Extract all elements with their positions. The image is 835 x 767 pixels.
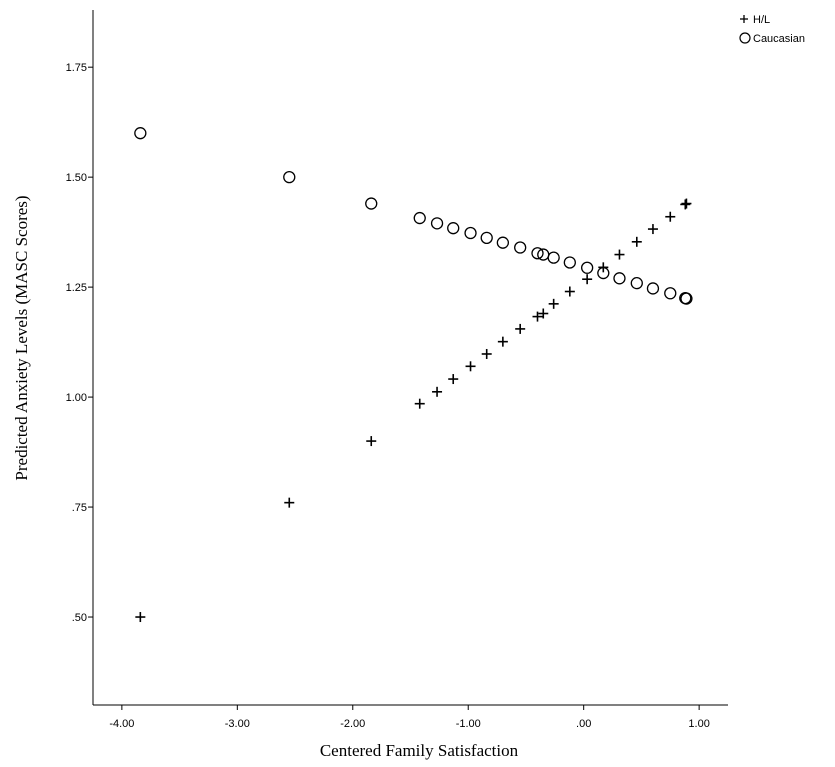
y-axis-ticks: .50 .75 1.00 1.25 1.50 1.75 xyxy=(66,62,93,624)
series-h-l xyxy=(135,198,692,623)
data-point-caucasian xyxy=(514,241,527,254)
data-point-caucasian xyxy=(613,272,626,285)
x-tick-label: .00 xyxy=(576,718,591,730)
y-tick-label: .50 xyxy=(72,612,87,624)
series-layer xyxy=(134,127,693,623)
x-axis-title: Centered Family Satisfaction xyxy=(320,741,519,760)
legend-item-hl: H/L xyxy=(740,14,770,26)
data-point-caucasian xyxy=(531,247,544,260)
data-point-h-l xyxy=(647,224,658,235)
data-point-caucasian xyxy=(580,261,594,274)
data-point-h-l xyxy=(532,311,543,322)
data-point-h-l xyxy=(481,348,492,359)
data-point-caucasian xyxy=(134,127,147,140)
legend-label-caucasian: Caucasian xyxy=(753,33,805,45)
data-point-caucasian xyxy=(597,266,610,280)
data-point-caucasian xyxy=(464,226,477,240)
data-point-h-l xyxy=(548,298,559,309)
legend: H/L Caucasian xyxy=(739,14,805,45)
data-point-h-l xyxy=(465,361,476,372)
x-tick-label: -4.00 xyxy=(109,718,134,730)
legend-item-caucasian: Caucasian xyxy=(739,32,805,45)
data-point-caucasian xyxy=(283,171,296,184)
data-point-caucasian xyxy=(547,251,560,264)
plot-area xyxy=(92,10,728,706)
y-tick-label: 1.00 xyxy=(66,392,87,404)
y-axis-title: Predicted Anxiety Levels (MASC Scores) xyxy=(12,195,31,480)
series-caucasian xyxy=(134,127,693,305)
data-point-caucasian xyxy=(680,292,693,305)
legend-label-hl: H/L xyxy=(753,14,770,26)
data-point-h-l xyxy=(681,198,692,209)
data-point-h-l xyxy=(366,436,377,447)
y-tick-label: 1.25 xyxy=(66,282,87,294)
circle-marker-icon xyxy=(739,32,751,44)
data-point-h-l xyxy=(515,323,526,334)
data-point-h-l xyxy=(135,612,146,623)
data-point-h-l xyxy=(414,398,425,409)
data-point-caucasian xyxy=(413,211,426,225)
data-point-h-l xyxy=(538,308,549,319)
y-tick-label: 1.50 xyxy=(66,172,87,184)
data-point-h-l xyxy=(631,236,642,247)
data-point-h-l xyxy=(665,211,676,222)
data-point-h-l xyxy=(582,274,593,285)
plus-marker-icon xyxy=(740,15,748,23)
data-point-caucasian xyxy=(480,231,493,245)
y-tick-label: 1.75 xyxy=(66,62,87,74)
data-point-caucasian xyxy=(630,277,643,290)
data-point-caucasian xyxy=(447,222,460,235)
data-point-h-l xyxy=(564,286,575,297)
data-point-caucasian xyxy=(563,256,576,269)
data-point-h-l xyxy=(680,199,691,210)
x-tick-label: -2.00 xyxy=(340,718,365,730)
data-point-caucasian xyxy=(646,282,660,295)
y-tick-label: .75 xyxy=(72,502,87,514)
x-tick-label: -3.00 xyxy=(225,718,250,730)
data-point-caucasian xyxy=(365,197,378,210)
data-point-h-l xyxy=(497,336,508,347)
data-point-h-l xyxy=(614,249,625,260)
data-point-h-l xyxy=(432,386,443,397)
data-point-h-l xyxy=(448,374,459,385)
data-point-caucasian xyxy=(430,217,444,230)
x-tick-label: 1.00 xyxy=(688,718,709,730)
data-point-caucasian xyxy=(496,236,510,249)
data-point-caucasian xyxy=(664,287,677,300)
x-axis-ticks: -4.00 -3.00 -2.00 -1.00 .00 1.00 xyxy=(109,705,710,730)
x-tick-label: -1.00 xyxy=(456,718,481,730)
data-point-h-l xyxy=(284,497,295,508)
